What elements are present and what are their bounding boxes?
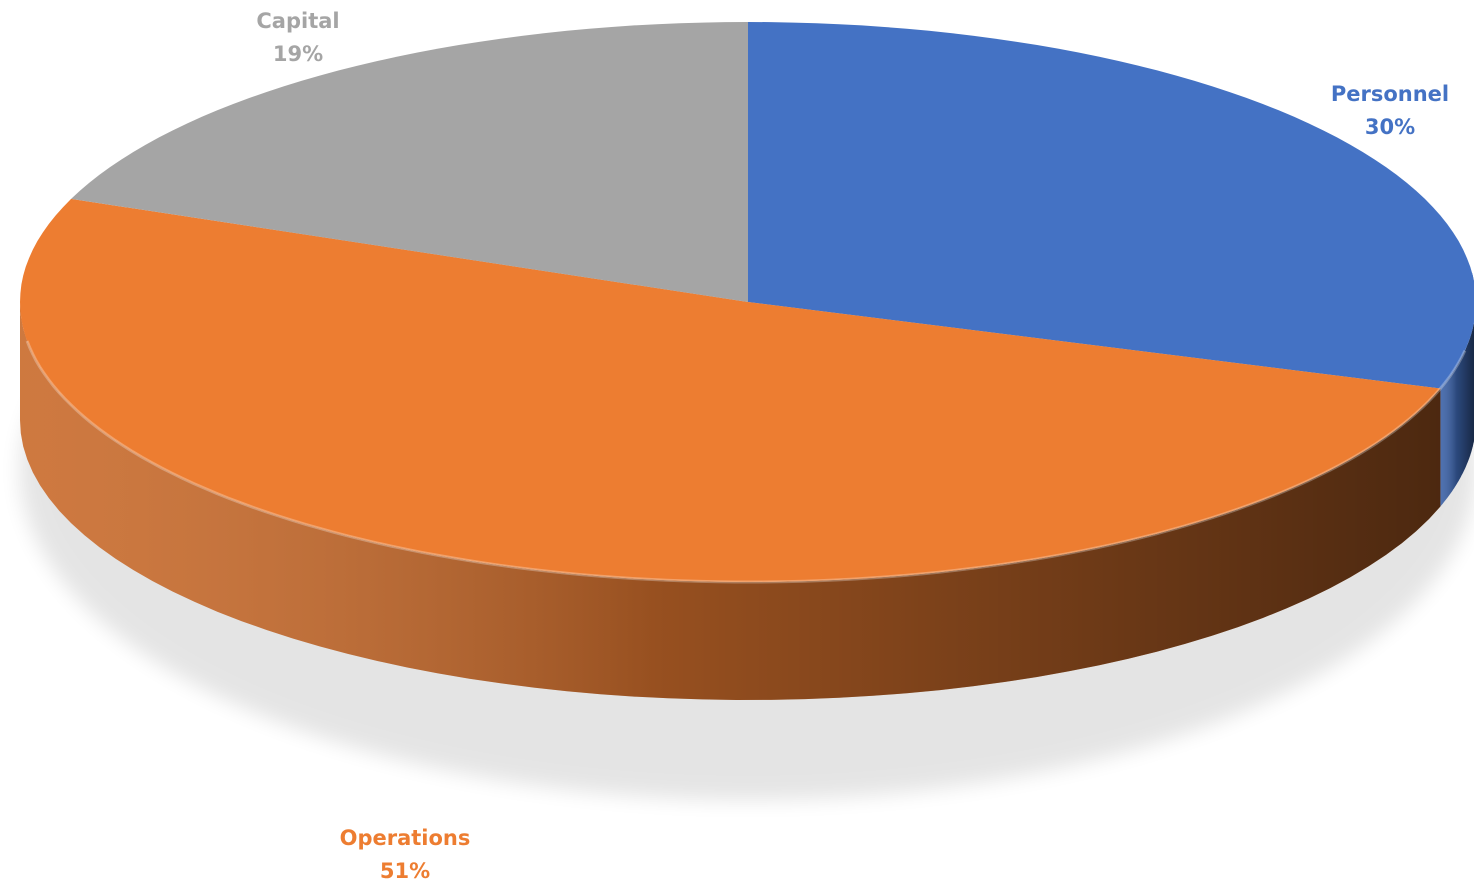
pie-sides bbox=[20, 272, 1474, 700]
pie-slice-capital bbox=[71, 22, 749, 302]
pie-tops bbox=[20, 22, 1474, 584]
data-label-name: Capital bbox=[256, 9, 339, 33]
data-label-personnel: Personnel 30% bbox=[1331, 82, 1449, 139]
pie-slice-personnel bbox=[748, 22, 1474, 389]
data-label-capital: Capital 19% bbox=[256, 9, 339, 66]
data-label-percent: 30% bbox=[1365, 115, 1415, 139]
pie-rim-highlight bbox=[25, 340, 1467, 584]
pie-side-shade-personnel bbox=[1440, 322, 1474, 507]
data-label-name: Personnel bbox=[1331, 82, 1449, 106]
pie-side-shade-operations bbox=[20, 302, 1441, 700]
pie-slice-operations bbox=[20, 198, 1441, 582]
data-label-percent: 51% bbox=[380, 859, 430, 882]
data-label-percent: 19% bbox=[273, 42, 323, 66]
data-label-operations: Operations 51% bbox=[340, 826, 471, 882]
pie-labels: Personnel 30% Operations 51% Capital 19% bbox=[256, 9, 1449, 882]
data-label-name: Operations bbox=[340, 826, 471, 850]
